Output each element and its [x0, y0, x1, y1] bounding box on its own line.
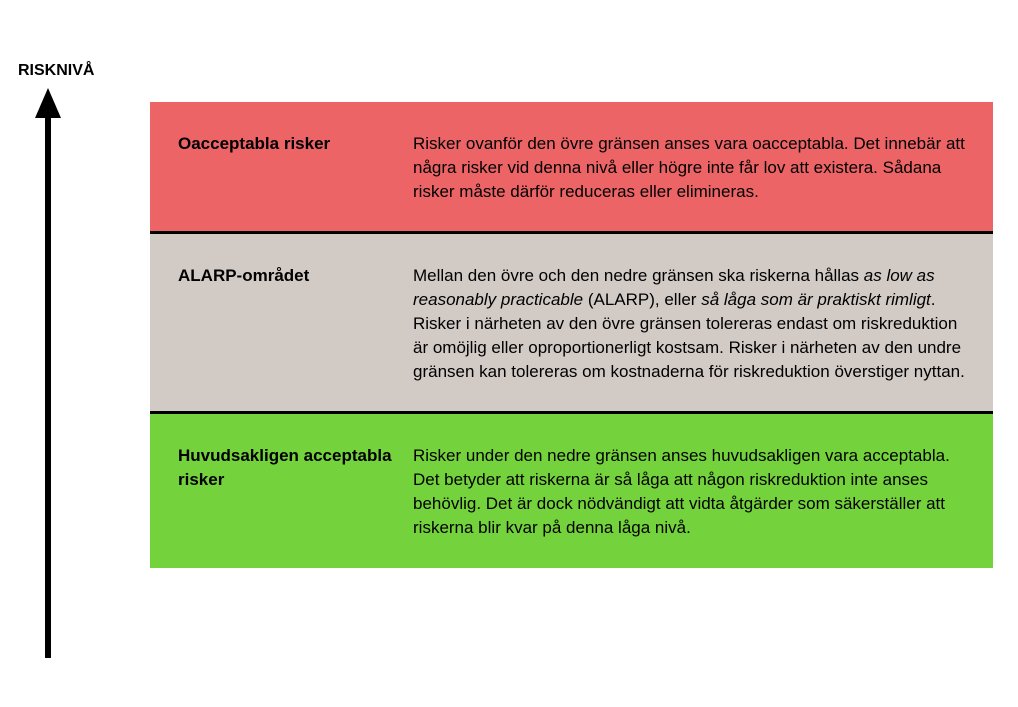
risk-band: Huvudsakligen accepta­bla riskerRisker u… — [150, 411, 993, 567]
band-title: Oacceptabla risker — [178, 132, 413, 203]
band-title: ALARP-området — [178, 264, 413, 383]
arrow-column — [18, 88, 78, 658]
axis-label: RISKNIVÅ — [18, 62, 993, 80]
risk-band: Oacceptabla riskerRisker ovanför den övr… — [150, 102, 993, 231]
risk-band: ALARP-områdetMellan den övre och den ned… — [150, 231, 993, 411]
arrow-up-icon — [18, 88, 78, 658]
bands-column: Oacceptabla riskerRisker ovanför den övr… — [150, 88, 993, 658]
band-description: Mellan den övre och den nedre gränsen sk… — [413, 264, 965, 383]
band-description: Risker ovanför den övre gränsen anses va… — [413, 132, 965, 203]
band-title: Huvudsakligen accepta­bla risker — [178, 444, 413, 539]
band-description: Risker under den nedre gränsen anses huv… — [413, 444, 965, 539]
chart-body: Oacceptabla riskerRisker ovanför den övr… — [18, 88, 993, 658]
risk-level-diagram: RISKNIVÅ Oacceptabla riskerRisker ovanfö… — [18, 62, 993, 658]
